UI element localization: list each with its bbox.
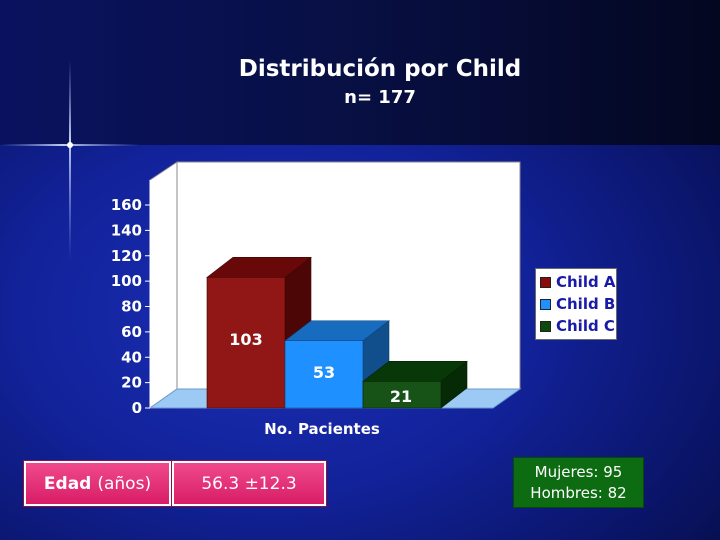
y-tick-label: 60	[121, 323, 142, 341]
title-band	[0, 0, 720, 145]
female-count: Mujeres: 95	[534, 462, 623, 481]
legend-item-child-b: Child B	[540, 294, 615, 314]
y-tick-label: 100	[111, 272, 142, 290]
x-axis-label: No. Pacientes	[264, 420, 380, 438]
legend-swatch-child-b	[540, 298, 551, 310]
legend-label: Child B	[556, 295, 616, 313]
y-tick-label: 0	[132, 399, 142, 417]
slide-title: Distribución por Child	[238, 56, 522, 82]
bar-child-a-front	[206, 277, 286, 409]
age-label-bold: Edad	[43, 473, 92, 494]
y-tick-label: 40	[121, 348, 142, 366]
sex-count-box: Mujeres: 95 Hombres: 82	[513, 457, 644, 508]
legend-label: Child A	[556, 273, 616, 291]
age-label-units: (años)	[97, 473, 152, 494]
legend-swatch-child-c	[540, 320, 551, 332]
age-value: 56.3 ±12.3	[201, 473, 297, 494]
chart-side-wall	[149, 161, 178, 409]
bar-child-b-front	[284, 340, 364, 409]
y-tick-label: 140	[111, 221, 142, 239]
y-tick-label: 120	[111, 247, 142, 265]
y-tick-label: 160	[111, 196, 142, 214]
bar-child-c-front	[362, 381, 442, 409]
y-tick-label: 80	[121, 298, 142, 316]
y-tick-label: 20	[121, 374, 142, 392]
slide-subtitle: n= 177	[344, 87, 416, 108]
legend-swatch-child-a	[540, 276, 551, 288]
age-value-box: 56.3 ±12.3	[172, 461, 326, 506]
data-label-child-a: 103	[229, 330, 262, 349]
chart-legend: Child A Child B Child C	[535, 268, 617, 340]
age-label-box: Edad (años)	[24, 461, 171, 506]
male-count: Hombres: 82	[530, 483, 627, 502]
legend-label: Child C	[556, 317, 615, 335]
legend-item-child-c: Child C	[540, 316, 615, 336]
legend-item-child-a: Child A	[540, 272, 616, 292]
data-label-child-c: 21	[390, 387, 412, 406]
data-label-child-b: 53	[313, 363, 335, 382]
